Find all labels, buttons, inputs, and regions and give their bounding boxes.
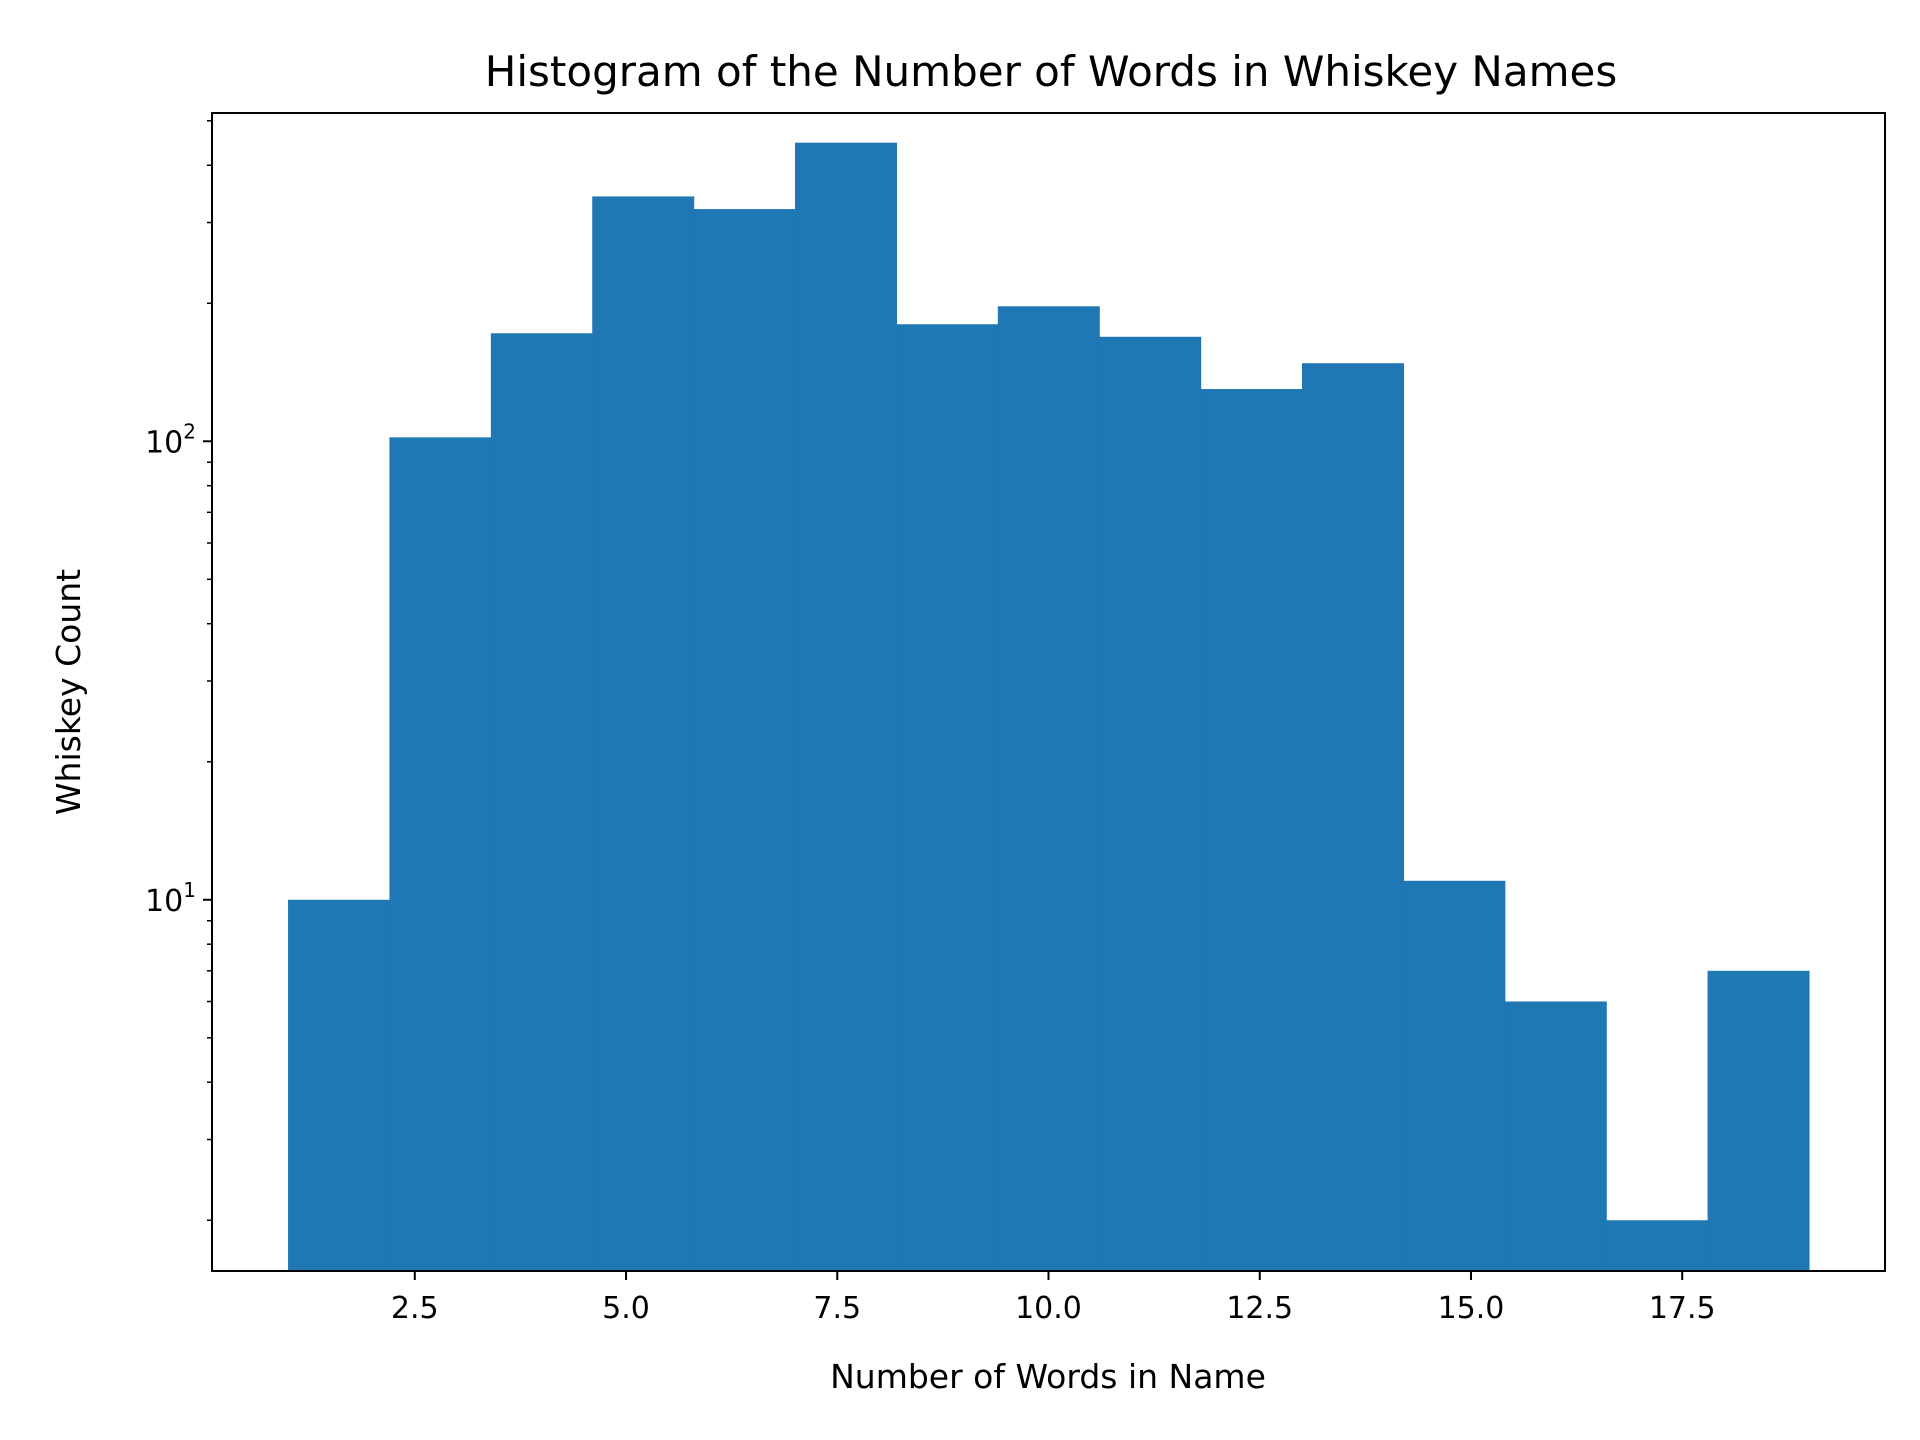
x-tick-label: 12.5 [1226,1291,1293,1326]
histogram-bars [288,142,1810,1272]
chart-title: Histogram of the Number of Words in Whis… [485,47,1617,96]
histogram-bar [997,306,1100,1271]
x-tick-label: 17.5 [1649,1291,1716,1326]
y-tick-label: 101 [145,878,196,919]
histogram-bar [389,437,492,1271]
histogram-bar [795,142,898,1272]
histogram-bar [288,899,391,1271]
x-tick-label: 15.0 [1438,1291,1505,1326]
histogram-bar [1707,970,1810,1271]
histogram-bar [896,324,999,1272]
x-axis-ticks: 2.5 5.0 7.5 10.0 12.5 15.0 17.5 [391,1271,1716,1326]
histogram-bar [1504,1001,1607,1271]
x-tick-label: 5.0 [602,1291,650,1326]
histogram-bar [693,209,796,1272]
y-axis-ticks: 101 102 [145,120,212,1221]
histogram-bar [1403,880,1506,1271]
y-tick-label: 102 [145,419,196,460]
histogram-bar [1301,363,1404,1271]
y-axis-label: Whiskey Count [49,569,88,815]
histogram-bar [1200,389,1303,1271]
x-tick-label: 2.5 [391,1291,439,1326]
x-axis-label: Number of Words in Name [830,1357,1266,1396]
histogram-bar [1099,336,1202,1272]
histogram-bar [490,333,593,1272]
histogram-bar [1606,1220,1709,1271]
histogram-bar [592,196,695,1272]
x-tick-label: 7.5 [813,1291,861,1326]
x-tick-label: 10.0 [1015,1291,1082,1326]
